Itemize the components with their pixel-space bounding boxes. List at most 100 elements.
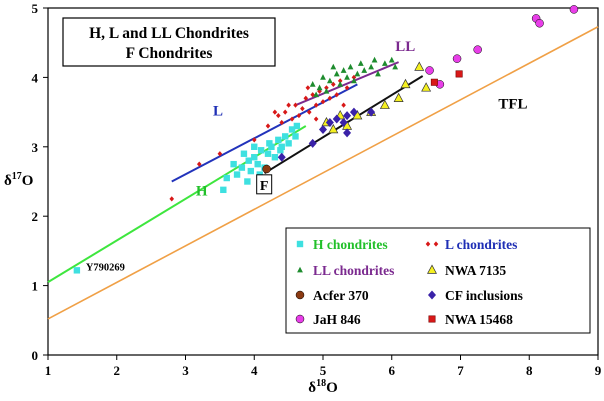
x-tick-label: 6 <box>389 363 396 378</box>
axis-label-element: O <box>326 380 338 396</box>
point-ll-chondrites <box>351 77 357 84</box>
point-jah-846 <box>452 54 462 63</box>
point-ll-chondrites <box>381 60 388 66</box>
point-ll-chondrites <box>347 63 354 70</box>
point-l-chondrites <box>341 102 346 108</box>
legend-label-h-chondrites: H chondrites <box>313 237 388 252</box>
point-l-chondrites <box>276 112 281 119</box>
legend-marker-h-chondrites <box>296 240 304 248</box>
point-h-chondrites <box>233 171 241 178</box>
axis-label-mass: 17 <box>12 171 22 182</box>
x-tick-label: 5 <box>320 363 327 378</box>
point-h-chondrites <box>277 147 284 154</box>
point-l-chondrites <box>286 102 291 108</box>
point-l-chondrites <box>251 137 257 143</box>
point-ll-chondrites <box>313 91 320 98</box>
annotation-tfl: TFL <box>498 97 527 113</box>
point-l-chondrites <box>334 92 340 98</box>
point-h-chondrites <box>268 143 275 150</box>
point-l-chondrites <box>296 112 302 119</box>
point-cf-inclusions <box>339 118 348 128</box>
legend-marker-acfer-370 <box>295 290 305 300</box>
line-l-trend <box>171 83 358 183</box>
point-h-chondrites <box>244 178 251 185</box>
point-h-chondrites <box>245 157 252 164</box>
point-cf-inclusions <box>325 118 334 128</box>
point-l-chondrites <box>293 102 298 108</box>
point-ll-chondrites <box>326 77 333 84</box>
point-h-chondrites <box>73 267 81 274</box>
point-ll-chondrites <box>320 74 326 80</box>
y-tick-label: 1 <box>32 279 39 294</box>
point-h-chondrites <box>281 133 289 140</box>
point-ll-chondrites <box>361 67 368 73</box>
point-h-chondrites <box>257 147 265 154</box>
line-tfl <box>47 26 599 320</box>
point-l-chondrites <box>324 85 329 91</box>
axis-label-delta: δ <box>308 380 316 396</box>
point-l-chondrites <box>289 116 295 122</box>
point-l-chondrites <box>282 109 288 115</box>
legend-marker-ll-chondrites <box>297 266 303 273</box>
point-cf-inclusions <box>349 107 358 117</box>
legend-marker-cf-inclusions <box>428 290 436 300</box>
x-axis-label: δ18O <box>308 378 337 396</box>
point-ll-chondrites <box>330 63 337 70</box>
point-nwa-7135 <box>400 78 411 89</box>
point-l-chondrites <box>306 109 312 115</box>
y-axis-label: δ17O <box>4 171 33 189</box>
point-nwa-7135 <box>379 99 390 109</box>
point-jah-846 <box>535 19 544 28</box>
point-ll-chondrites <box>357 60 364 66</box>
legend-marker-nwa-15468 <box>428 315 436 323</box>
y-tick-label: 2 <box>32 209 39 224</box>
point-h-chondrites <box>251 154 258 161</box>
data-points <box>73 5 579 274</box>
point-l-chondrites <box>305 85 311 91</box>
y-tick-label: 4 <box>32 70 39 85</box>
x-tick-label: 9 <box>595 363 602 378</box>
annotation-l: L <box>213 104 223 120</box>
legend-label-jah-846: JaH 846 <box>313 312 361 327</box>
y-tick-label: 0 <box>32 348 39 363</box>
y-tick-label: 5 <box>32 1 39 16</box>
f-label: F <box>260 179 269 194</box>
point-ll-chondrites <box>368 63 375 70</box>
point-h-chondrites <box>266 140 273 147</box>
x-tick-label: 1 <box>45 363 52 378</box>
legend-marker-l-chondrites <box>433 241 439 247</box>
point-h-chondrites <box>285 140 292 147</box>
point-l-chondrites <box>337 78 343 84</box>
legend-marker-l-chondrites <box>425 241 431 247</box>
point-h-chondrites <box>251 143 258 150</box>
legend-marker-nwa-7135 <box>427 264 437 274</box>
point-l-chondrites <box>196 161 202 167</box>
point-h-chondrites <box>247 167 255 175</box>
point-nwa-15468 <box>455 70 463 78</box>
point-ll-chondrites <box>340 67 347 73</box>
point-h-chondrites <box>264 150 272 157</box>
point-h-chondrites <box>220 186 227 194</box>
point-l-chondrites <box>344 85 350 91</box>
chart-title-line-2: F Chondrites <box>126 45 213 62</box>
legend-box <box>285 227 591 334</box>
point-l-chondrites <box>300 106 305 112</box>
point-h-chondrites <box>278 143 285 150</box>
point-h-chondrites <box>271 154 279 161</box>
point-l-chondrites <box>265 123 271 129</box>
point-cf-inclusions <box>277 152 286 162</box>
legend-label-l-chondrites: L chondrites <box>445 237 517 252</box>
point-l-chondrites <box>320 99 326 105</box>
point-h-chondrites <box>288 126 296 133</box>
point-jah-846 <box>425 66 434 75</box>
point-l-chondrites <box>217 151 223 157</box>
point-l-chondrites <box>327 95 333 101</box>
x-tick-label: 3 <box>182 363 189 378</box>
point-nwa-7135 <box>414 61 425 71</box>
f-label-box <box>256 174 273 195</box>
point-ll-chondrites <box>337 81 344 87</box>
axis-label-element: O <box>22 173 34 189</box>
point-l-chondrites <box>313 102 319 108</box>
